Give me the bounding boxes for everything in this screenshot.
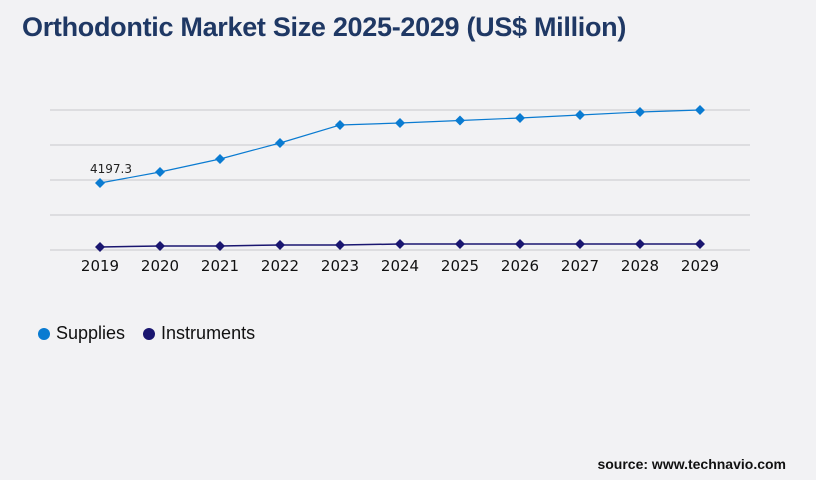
x-tick-label: 2025 [441, 257, 479, 275]
data-point-instruments [335, 240, 345, 251]
x-tick-label: 2026 [501, 257, 539, 275]
data-point-supplies [455, 115, 465, 126]
data-point-supplies [215, 154, 225, 165]
legend-marker-instruments [143, 327, 156, 340]
data-point-supplies [575, 109, 585, 120]
data-point-instruments [95, 241, 105, 252]
data-point-supplies [395, 118, 405, 129]
x-tick-label: 2021 [201, 257, 239, 275]
x-tick-label: 2019 [81, 257, 119, 275]
data-point-instruments [275, 240, 285, 251]
data-point-instruments [515, 238, 525, 249]
legend: Supplies Instruments [38, 323, 255, 344]
legend-item-instruments[interactable]: Instruments [143, 323, 255, 344]
source-text: source: www.technavio.com [597, 456, 786, 472]
data-point-instruments [215, 240, 225, 251]
data-point-supplies [335, 120, 345, 131]
data-point-supplies [275, 138, 285, 149]
x-tick-label: 2020 [141, 257, 179, 275]
data-point-instruments [635, 238, 645, 249]
data-point-instruments [395, 238, 405, 249]
data-point-instruments [155, 240, 165, 251]
x-tick-label: 2028 [621, 257, 659, 275]
legend-label: Instruments [161, 323, 256, 343]
chart-title: Orthodontic Market Size 2025-2029 (US$ M… [22, 12, 627, 42]
legend-marker-supplies [38, 327, 50, 340]
x-tick-label: 2022 [261, 257, 299, 275]
data-point-supplies [695, 105, 705, 115]
legend-item-supplies[interactable]: Supplies [38, 323, 125, 344]
data-point-instruments [695, 238, 705, 249]
x-tick-label: 2029 [681, 257, 719, 275]
data-label: 4197.3 [90, 162, 132, 176]
data-point-supplies [155, 166, 165, 177]
data-point-instruments [455, 238, 465, 249]
x-tick-label: 2023 [321, 257, 359, 275]
x-tick-label: 2024 [381, 257, 419, 275]
data-point-supplies [635, 106, 645, 117]
line-chart: 2019 2020 2021 2022 2023 2024 2025 2026 2027 2028… [50, 105, 750, 275]
data-point-instruments [575, 238, 585, 249]
data-point-supplies [95, 178, 105, 189]
data-point-supplies [515, 112, 525, 123]
x-tick-label: 2027 [561, 257, 599, 275]
legend-label: Supplies [56, 323, 126, 343]
